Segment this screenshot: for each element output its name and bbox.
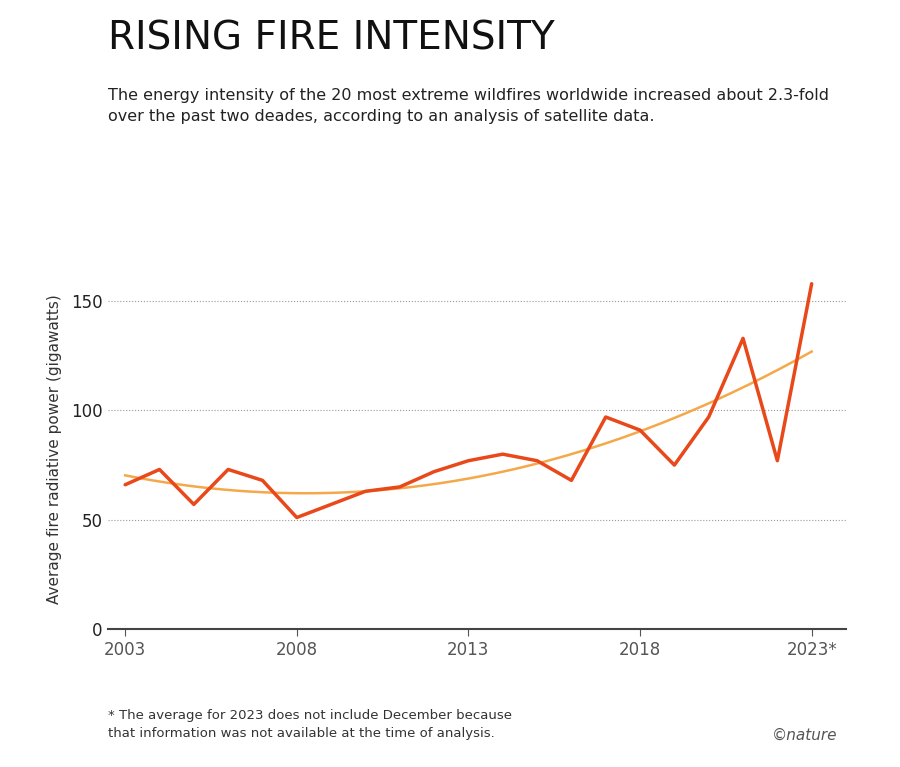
Y-axis label: Average fire radiative power (gigawatts): Average fire radiative power (gigawatts) (48, 294, 62, 604)
Text: ©nature: ©nature (771, 727, 837, 742)
Text: RISING FIRE INTENSITY: RISING FIRE INTENSITY (108, 19, 554, 58)
Text: * The average for 2023 does not include December because
that information was no: * The average for 2023 does not include … (108, 709, 512, 740)
Text: The energy intensity of the 20 most extreme wildfires worldwide increased about : The energy intensity of the 20 most extr… (108, 88, 829, 124)
